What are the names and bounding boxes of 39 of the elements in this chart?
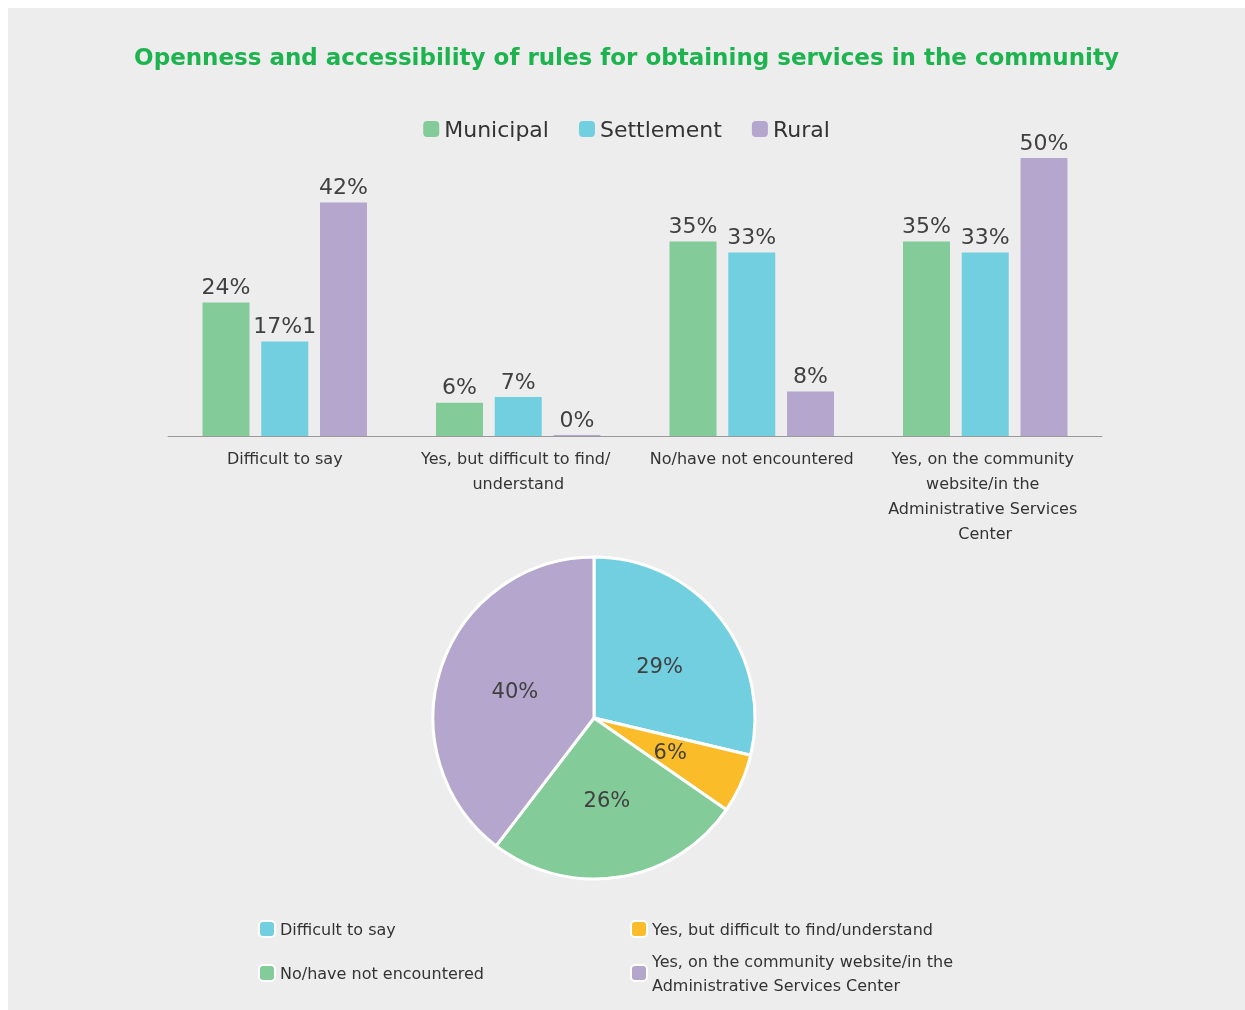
data-label: 35%: [902, 212, 951, 238]
bar: [787, 391, 834, 436]
data-label: 24%: [201, 274, 251, 300]
data-label: 17%1: [253, 312, 317, 338]
data-label: 33%: [727, 224, 777, 250]
data-label: 33%: [960, 224, 1010, 250]
data-label: 35%: [668, 212, 718, 238]
data-label: 6%: [442, 374, 477, 400]
data-label: 7%: [500, 368, 536, 394]
legend-label: No/have not encountered: [280, 963, 484, 983]
data-label: 6%: [653, 740, 687, 765]
bar: [728, 252, 776, 436]
x-tick-label: Yes, on the community website/in the Administrative Services Center: [888, 449, 1083, 543]
legend-label: Yes, on the community website/in the Administrative Services Center: [651, 951, 959, 995]
bar: [436, 402, 483, 436]
bar: [494, 397, 542, 436]
data-label: 29%: [636, 654, 683, 679]
data-label: 50%: [1019, 129, 1069, 155]
x-tick-label: No/have not encountered: [649, 449, 854, 468]
bar: [202, 302, 250, 436]
data-label: 8%: [793, 363, 828, 389]
bar: [903, 241, 950, 436]
chart-title: Openness and accessibility of rules for obtaining services in the community: [134, 43, 1119, 70]
legend-label: Municipal: [444, 116, 549, 142]
x-tick-label: Difficult to say: [226, 449, 343, 468]
data-label: 26%: [583, 788, 631, 813]
data-label: 0%: [559, 406, 595, 432]
legend-label: Rural: [772, 116, 830, 142]
data-label: 42%: [319, 173, 368, 199]
bar: [320, 202, 367, 436]
bar: [1020, 158, 1068, 436]
bar: [669, 241, 717, 436]
x-tick-label: Yes, but difficult to find/ understand: [420, 449, 616, 493]
legend-label: Yes, but difficult to find/understand: [651, 919, 933, 939]
bar: [261, 341, 309, 436]
legend-label: Difficult to say: [280, 919, 396, 939]
data-label: 40%: [491, 679, 539, 704]
legend-label: Settlement: [599, 116, 723, 142]
bar: [961, 252, 1009, 436]
